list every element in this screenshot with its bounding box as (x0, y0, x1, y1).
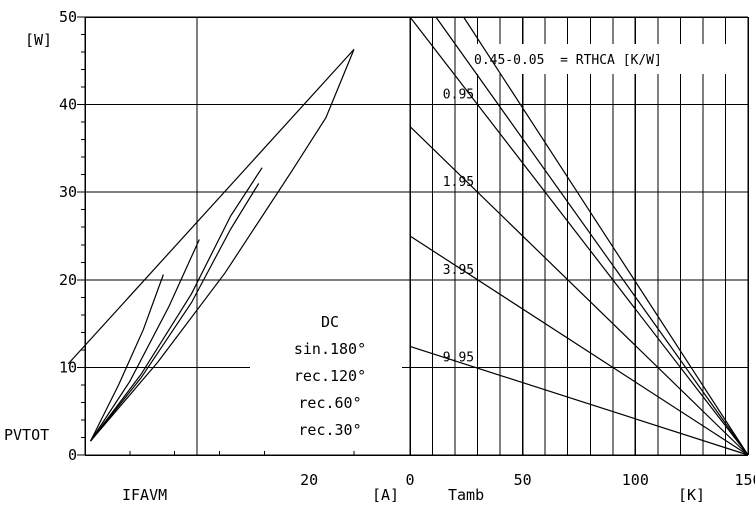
right-x-tick-label-100: 100 (622, 471, 649, 489)
left-y-tick-label-10: 10 (59, 358, 77, 376)
right-x-tick-label-150: 150 (734, 471, 755, 489)
left-series-line-1 (90, 183, 260, 442)
right-series-line-5 (409, 345, 749, 456)
rthca-line-label-0: 0.95 (443, 88, 474, 103)
right-line-labels: 0.95 1.95 3.95 9.95 (443, 88, 474, 366)
legend-entry-0: DC (321, 313, 339, 331)
annotation-background (470, 44, 728, 74)
right-series-line-4 (409, 235, 749, 456)
left-y-tick-label-50: 50 (59, 8, 77, 26)
rthca-line-label-3: 9.95 (443, 350, 474, 365)
right-ticks (454, 437, 479, 455)
left-y-tick-label-30: 30 (59, 183, 77, 201)
left-series-group (67, 48, 355, 442)
legend-entry-4: rec.30° (298, 421, 361, 439)
left-y-tick-label-40: 40 (59, 96, 77, 114)
rthca-line-label-1: 1.95 (443, 175, 474, 190)
legend: DC sin.180° rec.120° rec.60° rec.30° (294, 313, 366, 439)
right-series-line-3 (409, 126, 749, 456)
legend-entry-3: rec.60° (298, 394, 361, 412)
left-series-line-2 (90, 167, 263, 442)
left-y-tick-label-20: 20 (59, 271, 77, 289)
left-series-line-3 (90, 239, 200, 442)
legend-entry-1: sin.180° (294, 340, 366, 358)
right-series-line-1 (435, 16, 749, 456)
power-vs-current-panel: 0 10 20 30 40 50 20 DC sin.180° rec.120° rec.60° r… (4, 8, 410, 504)
y-axis-unit: [W] (25, 31, 52, 49)
legend-background (250, 300, 402, 455)
power-vs-ambient-panel: 0 50 100 150 0.95 1.95 3.95 9.95 0.45-0.05 = R… (405, 16, 755, 504)
right-x-tick-label-0: 0 (405, 471, 414, 489)
left-frame (84, 16, 410, 456)
left-series-line-0 (90, 49, 355, 442)
right-series-group (409, 16, 749, 456)
right-tick-labels: 0 50 100 150 (405, 471, 755, 489)
x-axis-label-left: IFAVM (122, 486, 167, 504)
left-x-tick-label-20: 20 (300, 471, 318, 489)
right-frame (409, 16, 749, 456)
rthca-annotation: 0.45-0.05 = RTHCA [K/W] (474, 53, 662, 68)
x-axis-unit-left: [A] (372, 486, 399, 504)
left-y-tick-label-0: 0 (68, 446, 77, 464)
legend-entry-2: rec.120° (294, 367, 366, 385)
right-x-tick-label-50: 50 (514, 471, 532, 489)
left-tick-labels: 0 10 20 30 40 50 20 (59, 8, 318, 489)
right-series-line-2 (409, 16, 749, 456)
x-axis-label-right: Tamb (448, 486, 484, 504)
rthca-line-label-2: 3.95 (443, 263, 474, 278)
left-series-line-4 (90, 274, 164, 442)
x-axis-unit-right: [K] (678, 486, 705, 504)
left-ticks (77, 16, 355, 456)
y-axis-label: PVTOT (4, 426, 49, 444)
right-series-line-0 (463, 16, 749, 456)
left-reference-line (67, 48, 355, 365)
